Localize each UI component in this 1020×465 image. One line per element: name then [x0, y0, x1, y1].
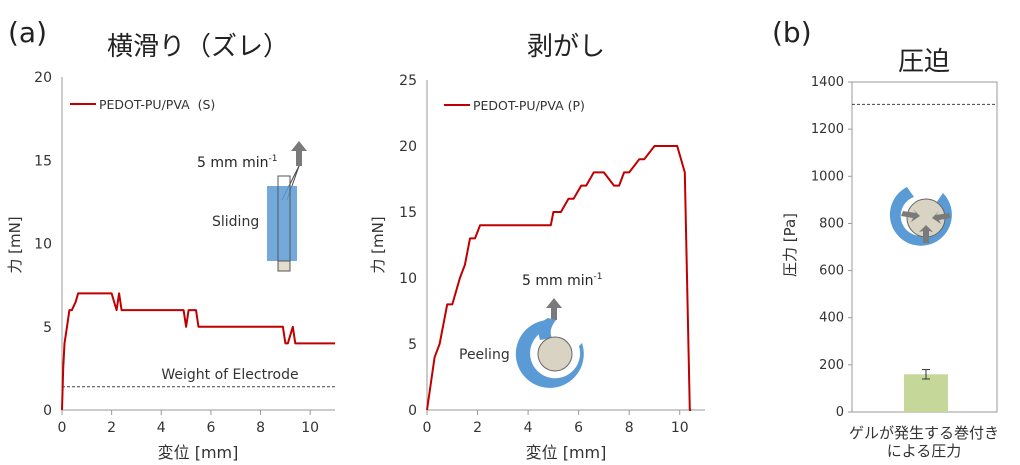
compression-arrow-left-icon: [901, 209, 920, 222]
pressure-error-bar: [922, 369, 930, 380]
sliding-speed-label: 5 mm min-1: [197, 154, 277, 171]
chart1-ytick-label: 15: [34, 153, 52, 169]
compression-arrow-down-icon: [919, 225, 933, 243]
chart2-ytick-label: 25: [399, 73, 417, 89]
sliding-arrow-icon: [291, 141, 307, 166]
chart1-xtick-label: 8: [256, 420, 265, 436]
peeling-skin-cylinder: [537, 336, 573, 372]
peeling-gel-tab: [538, 318, 556, 340]
chart2-title: 剥がし: [527, 32, 605, 62]
series-line-pedot-p: [426, 145, 692, 411]
compression-arrow-right-icon: [932, 211, 951, 224]
sliding-gel-pad: [267, 186, 297, 261]
peeling-inset: 5 mm min-1 Peeling: [459, 272, 602, 388]
compression-inset: [889, 187, 952, 246]
chart3-plot-frame: [851, 81, 998, 413]
chart2-ytick-label: 5: [408, 337, 417, 353]
chart3-ytick-label: 1000: [811, 169, 844, 184]
chart1-ytick-label: 20: [34, 70, 52, 86]
series-line-pedot-s: [61, 292, 335, 411]
chart2-xtick-label: 10: [671, 420, 689, 436]
chart2-xlabel: 変位 [mm]: [526, 443, 607, 461]
chart1-ylabel: 力 [mN]: [6, 216, 24, 273]
chart3-ytick-label: 1200: [811, 122, 844, 137]
chart2-xtick-label: 6: [574, 420, 583, 436]
chart3-category-line-1: ゲルが発生する巻付き: [849, 424, 999, 442]
chart3-ytick-label: 400: [819, 311, 844, 326]
peeling-inset-label: Peeling: [459, 347, 510, 363]
chart3-ytick-label: 800: [819, 216, 844, 231]
chart2-ytick-label: 15: [399, 205, 417, 221]
chart3-ytick-label: 600: [819, 264, 844, 279]
chart1-legend-label: PEDOT-PU/PVA (S): [99, 97, 215, 112]
sliding-inset: 5 mm min-1 Sliding: [197, 141, 307, 272]
chart-peeling: 剥がし 力 [mN] 変位 [mm] 0 5 10 15 20 25 0 2 4 6 8 10 PE…: [369, 32, 705, 462]
peeling-speed-label: 5 mm min-1: [522, 272, 602, 289]
chart2-xtick-label: 2: [473, 420, 482, 436]
pressure-bar: [904, 374, 948, 412]
peeling-gel-wrap: [515, 319, 584, 388]
panel-a-label: (a): [8, 16, 47, 49]
chart1-title: 横滑り（ズレ）: [107, 32, 289, 62]
chart1-xtick-label: 10: [301, 420, 319, 436]
chart2-xtick-label: 4: [524, 420, 533, 436]
chart1-xtick-label: 4: [157, 420, 166, 436]
chart1-ytick-label: 10: [34, 237, 52, 253]
chart2-xtick-label: 8: [625, 420, 634, 436]
sliding-electrode-tail: [277, 260, 291, 272]
peeling-arrow-icon: [546, 298, 562, 320]
chart3-title: 圧迫: [898, 47, 950, 77]
sliding-inset-label: Sliding: [212, 214, 259, 230]
chart1-xlabel: 変位 [mm]: [158, 443, 239, 461]
chart2-ytick-label: 0: [408, 403, 417, 419]
chart1-xtick-label: 2: [107, 420, 116, 436]
panel-b-label: (b): [772, 16, 812, 49]
chart2-ytick-label: 10: [399, 271, 417, 287]
chart2-xtick-label: 0: [423, 420, 432, 436]
chart3-ytick-label: 0: [836, 405, 844, 420]
chart1-xtick-label: 0: [58, 420, 67, 436]
chart3-category-line-2: による圧力: [887, 442, 962, 460]
chart3-ylabel: 圧力 [Pa]: [781, 213, 799, 277]
chart2-ylabel: 力 [mN]: [369, 216, 387, 273]
chart2-legend-label: PEDOT-PU/PVA (P): [473, 98, 585, 113]
chart3-ytick-label: 200: [819, 358, 844, 373]
weight-reference-label: Weight of Electrode: [161, 367, 298, 383]
chart2-ytick-label: 20: [399, 139, 417, 155]
chart3-ytick-label: 1400: [811, 75, 844, 90]
chart1-xtick-label: 6: [206, 420, 215, 436]
chart-compression: 圧迫 圧力 [Pa] 0 200 400 600 800 1000 1200 1400 ゲルが…: [781, 47, 999, 460]
chart1-ytick-label: 5: [43, 320, 52, 336]
chart1-ytick-label: 0: [43, 403, 52, 419]
